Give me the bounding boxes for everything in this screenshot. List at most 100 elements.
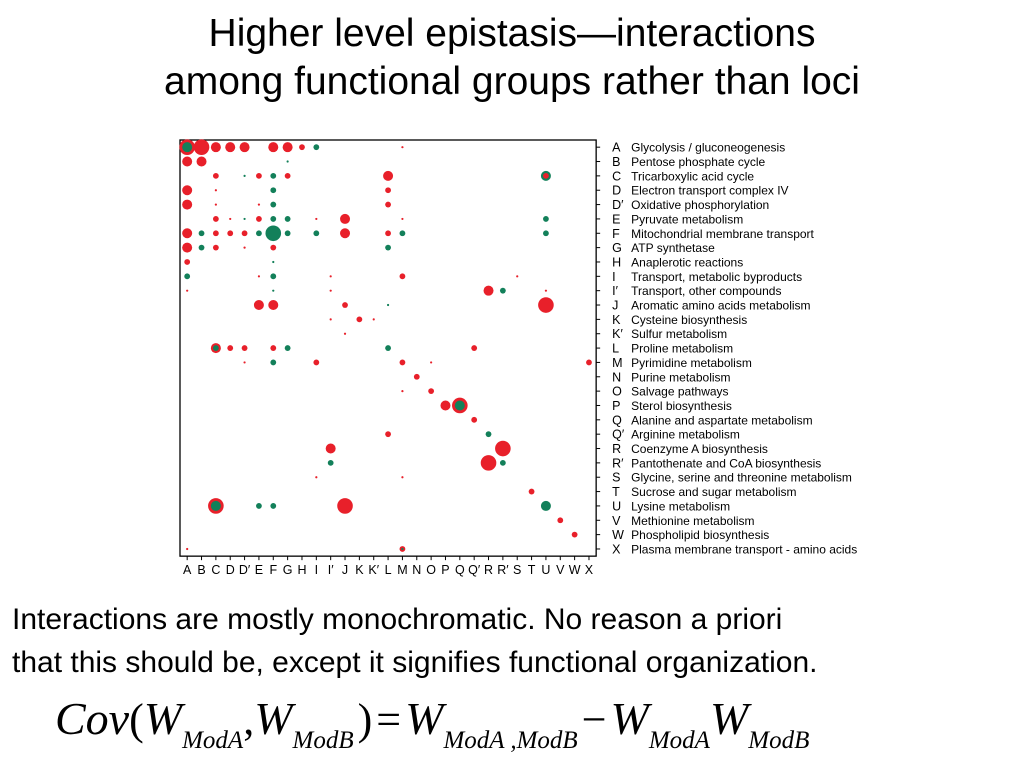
row-code: U [612,499,621,513]
green-interaction-dot [270,503,277,509]
row-code: S [612,471,620,485]
row-code: D′ [612,198,624,212]
red-interaction-dot [385,201,391,208]
x-axis-label: G [283,563,293,577]
row-code: E [612,212,620,226]
red-interaction-dot [227,230,234,237]
row-code: N [612,370,621,384]
red-interaction-dot [257,203,261,206]
red-interaction-dot [586,359,592,366]
x-axis-label: H [297,563,306,577]
red-interaction-dot [471,416,478,423]
formula-sub-modb-2: ModB [748,727,810,754]
x-axis-label: I′ [328,563,334,577]
green-interaction-dot [454,400,465,411]
green-interaction-dot [256,503,262,509]
red-interaction-dot [196,156,207,167]
x-axis-label: U [541,563,550,577]
row-code: L [612,342,619,356]
red-interaction-dot [313,359,320,366]
red-interaction-dot [399,359,406,366]
red-interaction-dot [430,361,433,364]
red-interaction-dot [356,316,363,323]
row-name: Plasma membrane transport - amino acids [631,542,857,556]
row-code: P [612,399,620,413]
red-interaction-dot [184,259,191,265]
green-interaction-dot [210,500,221,511]
row-code: R [612,442,621,456]
green-interaction-dot [499,459,506,466]
formula-comma: , [243,695,255,744]
green-interaction-dot [198,230,205,237]
formula-w3: W [405,693,444,744]
row-name: Methionine metabolism [631,514,754,528]
red-interaction-dot [212,244,219,251]
x-axis-label: E [255,563,263,577]
formula-w2: W [254,693,293,744]
red-interaction-dot [282,142,293,153]
row-code: Q′ [612,428,625,442]
green-interaction-dot [270,172,277,179]
green-interaction-dot [272,289,275,292]
x-axis-label: Q′ [468,563,481,577]
red-interaction-dot [413,373,420,380]
formula-minus: − [581,695,607,744]
row-name: Mitochondrial membrane transport [631,227,814,241]
red-interaction-dot [557,517,564,524]
red-interaction-dot [186,547,189,551]
row-name: Pantothenate and CoA biosynthesis [631,456,821,470]
green-interaction-dot [499,287,506,294]
row-name: Coenzyme A biosynthesis [631,442,768,456]
red-interaction-dot [383,170,394,181]
x-axis-label: K [355,563,364,577]
formula-cov: Cov [55,693,130,744]
red-interaction-dot [401,217,404,221]
red-interaction-dot [342,302,348,308]
row-name: Sulfur metabolism [631,327,727,341]
x-axis-label: P [441,563,449,577]
formula-equals: = [376,695,402,744]
x-axis-label: O [426,563,436,577]
green-interaction-dot [385,244,391,251]
row-name: Glycolysis / gluconeogenesis [631,141,785,155]
red-interaction-dot [399,273,406,280]
x-axis-label: M [397,563,407,577]
formula-sub-modb-1: ModB [292,727,354,754]
red-interaction-dot [543,172,549,179]
row-code: M [612,356,622,370]
formula-sub-modab: ModA ,ModB [443,727,578,754]
red-interaction-dot [385,431,391,438]
formula-lparen: ( [129,695,144,744]
interaction-matrix-figure: A B C D D′ E F G H I I′ J K K′ L M N O P Q Q′ R R′ S T U V W X A Glyco… [170,130,890,585]
x-axis-label: A [183,563,192,577]
red-interaction-dot [257,275,261,278]
row-name: Sterol biosynthesis [631,399,732,413]
red-interaction-dot [212,230,219,237]
x-axis-label: L [385,563,392,577]
x-axis-label: I [315,563,318,577]
row-name: Transport, metabolic byproducts [631,270,802,284]
x-axis-label: V [556,563,565,577]
red-interaction-dot [229,217,232,221]
body-line-2: that this should be, except it signifies… [12,646,818,679]
title-line-2: among functional groups rather than loci [164,60,860,103]
row-name: Phospholipid biosynthesis [631,528,769,542]
green-interaction-dot [243,174,246,177]
red-interaction-dot [193,139,210,155]
green-interaction-dot [284,216,291,222]
row-name: Purine metabolism [631,370,730,384]
row-name: Tricarboxylic acid cycle [631,169,754,183]
red-interaction-dot [214,189,217,192]
red-interaction-dot [243,361,246,364]
formula-w5: W [709,693,749,744]
red-interaction-dot [268,300,279,311]
red-interaction-dot [329,275,332,278]
green-interaction-dot [313,230,320,237]
red-interaction-dot [243,246,246,249]
red-interaction-dot [227,345,234,351]
x-axis-label: R′ [497,563,509,577]
red-interaction-dot [329,289,332,292]
red-interaction-dot [284,172,291,179]
row-name: Transport, other compounds [631,284,781,298]
red-interaction-dot [401,390,404,393]
